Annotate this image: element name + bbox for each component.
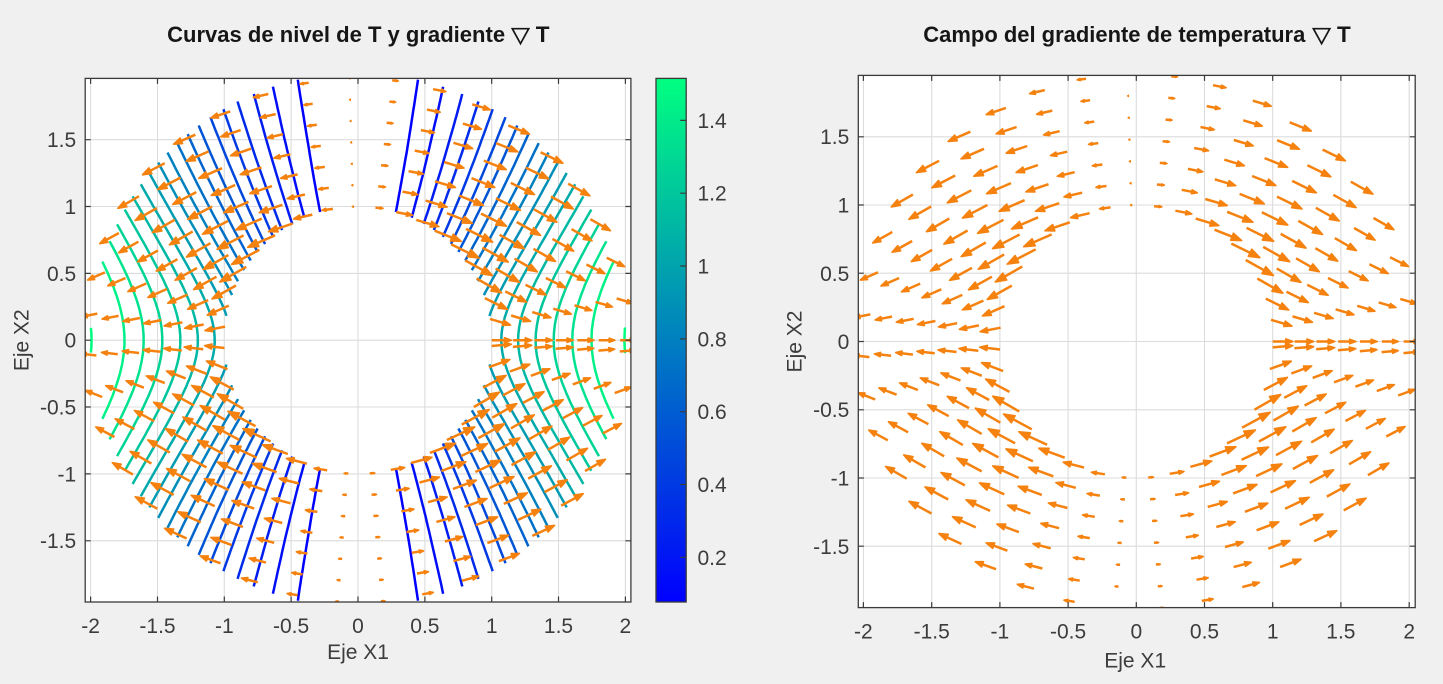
- svg-text:1.4: 1.4: [698, 110, 728, 133]
- svg-text:-0.5: -0.5: [273, 615, 309, 638]
- svg-text:-1: -1: [831, 468, 850, 491]
- svg-text:-1: -1: [215, 615, 234, 638]
- svg-text:T: T: [1337, 22, 1351, 47]
- svg-text:0.2: 0.2: [698, 547, 727, 570]
- svg-text:Eje X2: Eje X2: [10, 309, 33, 371]
- svg-text:-1: -1: [991, 621, 1010, 644]
- svg-text:2: 2: [1403, 621, 1415, 644]
- svg-text:Campo del gradiente de tempera: Campo del gradiente de temperatura: [923, 22, 1305, 47]
- svg-text:Curvas de nivel de T y gradien: Curvas de nivel de T y gradiente: [167, 22, 505, 47]
- svg-text:1: 1: [486, 615, 498, 638]
- svg-text:1: 1: [1267, 621, 1279, 644]
- svg-text:Eje X2: Eje X2: [784, 311, 807, 373]
- svg-text:-1.5: -1.5: [813, 536, 849, 559]
- svg-text:0: 0: [65, 330, 77, 353]
- svg-text:0.8: 0.8: [698, 328, 727, 351]
- svg-text:1.5: 1.5: [544, 615, 573, 638]
- svg-text:1: 1: [698, 256, 710, 279]
- svg-text:0.6: 0.6: [698, 401, 727, 424]
- svg-text:-0.5: -0.5: [1050, 621, 1086, 644]
- svg-text:0: 0: [838, 331, 850, 354]
- svg-text:1.2: 1.2: [698, 183, 727, 206]
- svg-text:T: T: [536, 22, 550, 47]
- svg-text:-1: -1: [58, 463, 77, 486]
- svg-text:-0.5: -0.5: [40, 397, 76, 420]
- svg-text:Eje X1: Eje X1: [327, 641, 389, 664]
- svg-text:1.5: 1.5: [47, 129, 76, 152]
- svg-text:-1.5: -1.5: [914, 621, 950, 644]
- svg-text:0.4: 0.4: [698, 474, 728, 497]
- svg-text:1.5: 1.5: [1326, 621, 1355, 644]
- svg-text:0.5: 0.5: [47, 263, 76, 286]
- svg-text:0.5: 0.5: [1190, 621, 1219, 644]
- svg-text:0: 0: [1130, 621, 1142, 644]
- svg-text:0.5: 0.5: [820, 263, 849, 286]
- svg-text:1: 1: [838, 195, 850, 218]
- svg-text:-2: -2: [854, 621, 873, 644]
- svg-text:Eje X1: Eje X1: [1104, 650, 1166, 673]
- svg-text:-0.5: -0.5: [813, 399, 849, 422]
- svg-text:-1.5: -1.5: [139, 615, 175, 638]
- svg-text:-2: -2: [81, 615, 100, 638]
- svg-text:2: 2: [620, 615, 632, 638]
- svg-text:0.5: 0.5: [410, 615, 439, 638]
- svg-text:1: 1: [65, 196, 77, 219]
- svg-text:-1.5: -1.5: [40, 530, 76, 553]
- svg-text:1.5: 1.5: [820, 126, 849, 149]
- svg-text:0: 0: [352, 615, 364, 638]
